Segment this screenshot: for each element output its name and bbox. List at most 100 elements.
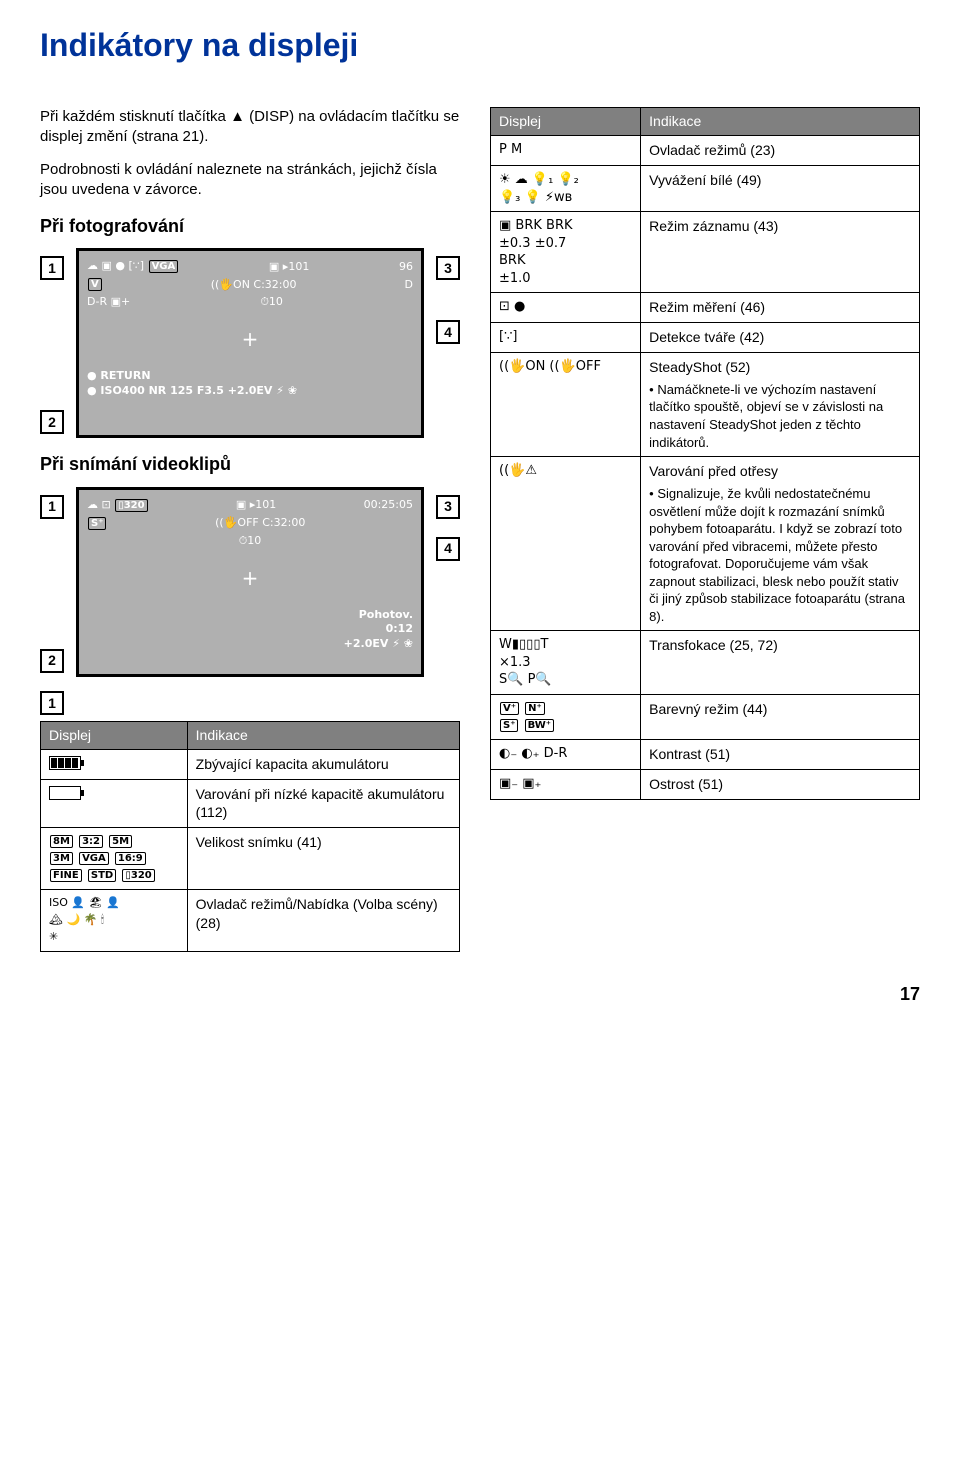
table-row: Zbývající kapacita akumulátoru [41, 749, 460, 779]
zoom-icons: W▮▯▯▯T ×1.3 S🔍 P🔍 [491, 631, 641, 695]
table-header-row: Displej Indikace [41, 721, 460, 749]
video-top-right: 00:25:05 [364, 498, 413, 513]
callout-4: 4 [436, 320, 460, 344]
diagram-photo-wrapper: 1 2 3 4 ☁ ▣ ● [∵] VGA ▣ ▸101 96 V ((🖐ON … [40, 248, 460, 438]
row-note: Namáčknete-li ve výchozím nastavení tlač… [649, 381, 911, 451]
table-row: ISO 👤 🏖 👤🏔 🌙 🌴 🕯✳ Ovladač režimů/Nabídka… [41, 890, 460, 952]
cell-text: Ovladač režimů/Nabídka (Volba scény) (28… [187, 890, 459, 952]
table-header-row: Displej Indikace [491, 108, 920, 136]
left-indikace-table: Displej Indikace Zbývající kapacita akum… [40, 721, 460, 952]
photo-center-cross: + [87, 326, 413, 353]
cell-text: SteadyShot (52) Namáčknete-li ve výchozí… [641, 353, 920, 457]
th-displej: Displej [491, 108, 641, 136]
cell-text: Kontrast (51) [641, 739, 920, 769]
wb-icons: ☀ ☁ 💡₁ 💡₂ 💡₃ 💡 ⚡ᴡʙ [491, 165, 641, 211]
callout-4-video: 4 [436, 537, 460, 561]
face-detect-icon: [∵] [491, 323, 641, 353]
table-row: ▣₋ ▣₊ Ostrost (51) [491, 769, 920, 799]
left-column: Při každém stisknutí tlačítka ▲ (DISP) n… [40, 107, 460, 952]
photo-top-mid: ▣ ▸101 [269, 260, 309, 275]
contrast-icons: ◐₋ ◐₊ D-R [491, 739, 641, 769]
two-column-layout: Při každém stisknutí tlačítka ▲ (DISP) n… [40, 107, 920, 952]
photo-row2-right: D [405, 278, 413, 293]
image-size-icons: 8M 3:2 5M 3M VGA 16:9 FINE STD ▯320 [41, 828, 188, 890]
th-displej: Displej [41, 721, 188, 749]
diagram-photo: ☁ ▣ ● [∵] VGA ▣ ▸101 96 V ((🖐ON C:32:00 … [76, 248, 424, 438]
cell-text: Režim měření (46) [641, 293, 920, 323]
cell-text: Transfokace (25, 72) [641, 631, 920, 695]
video-status-1: Pohotov. [87, 608, 413, 623]
page-number: 17 [40, 982, 920, 1006]
video-row2-mid: ((🖐OFF C:32:00 [215, 516, 305, 531]
intro-paragraph-2: Podrobnosti k ovládání naleznete na strá… [40, 160, 460, 201]
vga-badge: VGA [149, 260, 179, 273]
sharpness-icons: ▣₋ ▣₊ [491, 769, 641, 799]
video-top-mid: ▣ ▸101 [236, 498, 276, 513]
photo-row3-left: D-R ▣+ [87, 295, 130, 310]
callout-1-video: 1 [40, 495, 64, 519]
video-size-badge: ▯320 [115, 499, 147, 512]
th-indikace: Indikace [641, 108, 920, 136]
row-note: Signalizuje, že kvůli nedostatečnému osv… [649, 485, 911, 625]
th-indikace: Indikace [187, 721, 459, 749]
table-row: [∵] Detekce tváře (42) [491, 323, 920, 353]
table-row: Varování při nízké kapacitě akumulátoru … [41, 779, 460, 828]
photo-bottom-settings: ● ISO400 NR 125 F3.5 +2.0EV ⚡ ❀ [87, 384, 413, 399]
table-row: ((🖐ON ((🖐OFF SteadyShot (52) Namáčknete-… [491, 353, 920, 457]
bracket-icons: ▣ BRK BRK ±0.3 ±0.7 BRK ±1.0 [491, 212, 641, 293]
cell-text: Ovladač režimů (23) [641, 136, 920, 166]
right-indikace-table: Displej Indikace P M Ovladač režimů (23)… [490, 107, 920, 799]
cell-text: Režim záznamu (43) [641, 212, 920, 293]
callout-1: 1 [40, 256, 64, 280]
table-row: V⁺ N⁺ S⁺ BW⁺ Barevný režim (44) [491, 695, 920, 740]
photo-timer: ⏱10 [260, 295, 283, 310]
photo-row2-left: V [87, 277, 103, 292]
video-center-cross: + [87, 565, 413, 592]
color-mode-icons: V⁺ N⁺ S⁺ BW⁺ [491, 695, 641, 740]
page-title: Indikátory na displeji [40, 24, 920, 67]
photo-bottom-return: ● RETURN [87, 369, 413, 384]
cell-text: Velikost snímku (41) [187, 828, 459, 890]
intro-paragraph-1: Při každém stisknutí tlačítka ▲ (DISP) n… [40, 107, 460, 148]
table-row: ▣ BRK BRK ±0.3 ±0.7 BRK ±1.0 Režim zázna… [491, 212, 920, 293]
table-row: P M Ovladač režimů (23) [491, 136, 920, 166]
callout-3-video: 3 [436, 495, 460, 519]
callout-2: 2 [40, 410, 64, 434]
right-column: Displej Indikace P M Ovladač režimů (23)… [490, 107, 920, 952]
section-1-marker: 1 [40, 691, 64, 715]
battery-empty-icon [41, 779, 188, 828]
callout-3: 3 [436, 256, 460, 280]
table-row: 8M 3:2 5M 3M VGA 16:9 FINE STD ▯320 Veli… [41, 828, 460, 890]
cell-text: Varování před otřesy Signalizuje, že kvů… [641, 457, 920, 631]
cell-text: Vyvážení bílé (49) [641, 165, 920, 211]
diagram-video-wrapper: 1 2 3 4 ☁ ⊡ ▯320 ▣ ▸101 00:25:05 S⁺ ((🖐O… [40, 487, 460, 677]
callout-2-video: 2 [40, 649, 64, 673]
diagram-video: ☁ ⊡ ▯320 ▣ ▸101 00:25:05 S⁺ ((🖐OFF C:32:… [76, 487, 424, 677]
metering-icons: ⊡ ● [491, 293, 641, 323]
video-timer: ⏱10 [239, 534, 262, 549]
photo-row2-mid: ((🖐ON C:32:00 [211, 278, 297, 293]
video-row2-left: S⁺ [87, 516, 107, 531]
table-row: ◐₋ ◐₊ D-R Kontrast (51) [491, 739, 920, 769]
row-title: Varování před otřesy [649, 463, 778, 479]
battery-full-icon [41, 749, 188, 779]
table-row: ⊡ ● Režim měření (46) [491, 293, 920, 323]
table-row: ((🖐⚠ Varování před otřesy Signalizuje, ž… [491, 457, 920, 631]
scene-mode-icons: ISO 👤 🏖 👤🏔 🌙 🌴 🕯✳ [41, 890, 188, 952]
cell-text: Ostrost (51) [641, 769, 920, 799]
shake-warn-icon: ((🖐⚠ [491, 457, 641, 631]
cell-text: Detekce tváře (42) [641, 323, 920, 353]
subheading-video: Při snímání videoklipů [40, 452, 460, 476]
mode-dial-icon: P M [491, 136, 641, 166]
steadyshot-icons: ((🖐ON ((🖐OFF [491, 353, 641, 457]
video-bottom: +2.0EV ⚡ ❀ [87, 637, 413, 652]
row-title: SteadyShot (52) [649, 359, 750, 375]
cell-text: Barevný režim (44) [641, 695, 920, 740]
table-row: W▮▯▯▯T ×1.3 S🔍 P🔍 Transfokace (25, 72) [491, 631, 920, 695]
photo-top-left-icons: ☁ ▣ ● [∵] VGA [87, 259, 179, 274]
photo-top-right: 96 [399, 260, 413, 275]
subheading-photo: Při fotografování [40, 214, 460, 238]
table-row: ☀ ☁ 💡₁ 💡₂ 💡₃ 💡 ⚡ᴡʙ Vyvážení bílé (49) [491, 165, 920, 211]
cell-text: Zbývající kapacita akumulátoru [187, 749, 459, 779]
video-top-left: ☁ ⊡ ▯320 [87, 498, 149, 513]
